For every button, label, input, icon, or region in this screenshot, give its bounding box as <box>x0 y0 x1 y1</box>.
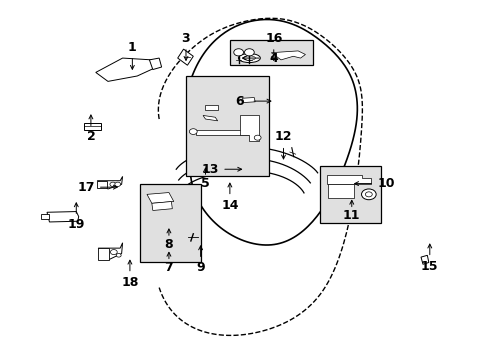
Text: 8: 8 <box>164 238 173 251</box>
Circle shape <box>244 49 254 56</box>
Circle shape <box>233 49 243 56</box>
Text: 13: 13 <box>201 163 219 176</box>
Text: 2: 2 <box>86 130 95 144</box>
Polygon shape <box>47 212 79 222</box>
Polygon shape <box>41 214 49 220</box>
Polygon shape <box>97 176 122 189</box>
Polygon shape <box>420 255 428 264</box>
Polygon shape <box>327 175 370 184</box>
Polygon shape <box>328 184 353 198</box>
Text: 12: 12 <box>274 130 292 144</box>
Ellipse shape <box>238 54 260 63</box>
Text: 17: 17 <box>77 181 95 194</box>
Text: 10: 10 <box>376 177 394 190</box>
Polygon shape <box>271 51 305 60</box>
Polygon shape <box>83 123 101 130</box>
Circle shape <box>189 129 197 134</box>
Text: 6: 6 <box>235 95 244 108</box>
Bar <box>229 40 312 65</box>
Polygon shape <box>96 58 157 81</box>
Polygon shape <box>177 49 193 65</box>
Text: 3: 3 <box>182 32 190 45</box>
Polygon shape <box>242 98 255 103</box>
Bar <box>185 76 268 176</box>
Circle shape <box>110 182 116 186</box>
Circle shape <box>116 253 121 257</box>
Polygon shape <box>149 58 161 69</box>
Text: 15: 15 <box>420 260 438 273</box>
Circle shape <box>254 135 261 140</box>
Text: 19: 19 <box>67 218 85 231</box>
Text: 18: 18 <box>121 276 138 289</box>
Text: 5: 5 <box>201 177 209 190</box>
Text: 14: 14 <box>221 199 238 212</box>
Polygon shape <box>147 193 173 203</box>
Circle shape <box>361 189 375 200</box>
Circle shape <box>365 192 371 197</box>
Text: 16: 16 <box>264 32 282 45</box>
Polygon shape <box>98 243 122 260</box>
Text: 4: 4 <box>269 51 278 64</box>
Polygon shape <box>195 130 249 135</box>
Polygon shape <box>98 248 109 260</box>
Text: 1: 1 <box>128 41 137 54</box>
Bar <box>320 166 380 223</box>
Ellipse shape <box>243 56 255 60</box>
Polygon shape <box>239 116 259 140</box>
Polygon shape <box>152 202 172 211</box>
Bar <box>140 184 200 262</box>
Text: 7: 7 <box>164 261 173 274</box>
Polygon shape <box>97 181 107 188</box>
Text: 9: 9 <box>196 261 204 274</box>
Polygon shape <box>205 105 217 110</box>
Circle shape <box>115 182 121 186</box>
Circle shape <box>110 249 117 255</box>
Polygon shape <box>203 116 217 121</box>
Text: 11: 11 <box>342 210 360 222</box>
